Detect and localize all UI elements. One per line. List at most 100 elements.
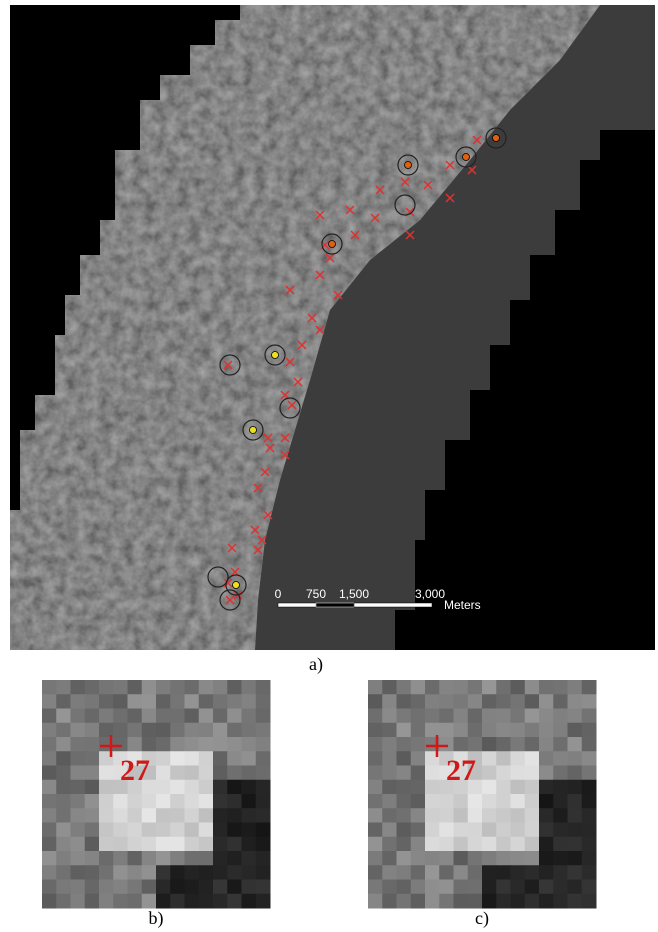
pixel [425,823,440,838]
pixel [185,709,200,724]
pixel [568,794,583,809]
pixel [511,851,526,866]
pixel [553,766,568,781]
pixel [56,694,71,709]
pixel [142,709,157,724]
pixel [227,851,242,866]
pixel [142,723,157,738]
pixel [382,894,397,909]
pixel [142,694,157,709]
pixel [213,865,228,880]
pixel [582,709,597,724]
pixel [85,737,100,752]
pixel [496,851,511,866]
pixel [242,709,257,724]
pixel [71,837,86,852]
pixel [185,808,200,823]
pixel [382,823,397,838]
pixel [128,865,143,880]
pixel [539,709,554,724]
pixel [582,751,597,766]
pixel [496,780,511,795]
pixel [213,851,228,866]
pixel [85,823,100,838]
pixel [156,694,171,709]
pixel [411,894,426,909]
pixel [113,823,128,838]
pixel [71,794,86,809]
pixel [582,723,597,738]
pixel [99,837,114,852]
pixel [582,794,597,809]
pixel [85,865,100,880]
pixel [468,808,483,823]
pixel [582,823,597,838]
pixel [525,694,540,709]
pixel [128,823,143,838]
pixel [227,751,242,766]
pixel [368,751,383,766]
pixel [170,851,185,866]
pixel [525,709,540,724]
pixel [397,780,412,795]
pixel [256,865,271,880]
pixel [525,823,540,838]
pixel [539,751,554,766]
pixel [256,751,271,766]
pixel [156,766,171,781]
pixel [113,837,128,852]
pixel [56,709,71,724]
pixel [425,880,440,895]
pixel [170,823,185,838]
pixel [99,823,114,838]
pixel [553,894,568,909]
pixel [42,894,57,909]
pixel [42,780,57,795]
pixel [71,894,86,909]
pixel [156,865,171,880]
pixel [227,808,242,823]
pixel [99,894,114,909]
pixel [439,737,454,752]
pixel [256,737,271,752]
pixel [213,808,228,823]
pixel [482,823,497,838]
pixel [468,823,483,838]
pixel [511,680,526,695]
pixel [128,894,143,909]
pixel [397,851,412,866]
panel-label: a) [309,654,323,675]
pixel [425,851,440,866]
pixel [525,851,540,866]
pixel [42,694,57,709]
pixel [382,794,397,809]
pixel [425,694,440,709]
pixel [85,723,100,738]
pixel [553,709,568,724]
scale-label: 3,000 [415,587,445,601]
pixel [56,751,71,766]
pixel [568,808,583,823]
pixel [425,766,440,781]
pixel [511,709,526,724]
pixel [425,780,440,795]
pixel [468,880,483,895]
pixel [213,709,228,724]
pixel [170,694,185,709]
pixel [411,880,426,895]
pixel [113,894,128,909]
pixel [397,680,412,695]
pixel [256,794,271,809]
pixel [71,723,86,738]
pixel [568,751,583,766]
pixel [227,837,242,852]
pixel [85,751,100,766]
panel-label: c) [475,908,489,929]
pixel [539,737,554,752]
scale-label: 750 [306,587,326,601]
pixel [185,894,200,909]
pixel [213,694,228,709]
pixel [242,780,257,795]
pixel [156,751,171,766]
pixel [411,837,426,852]
